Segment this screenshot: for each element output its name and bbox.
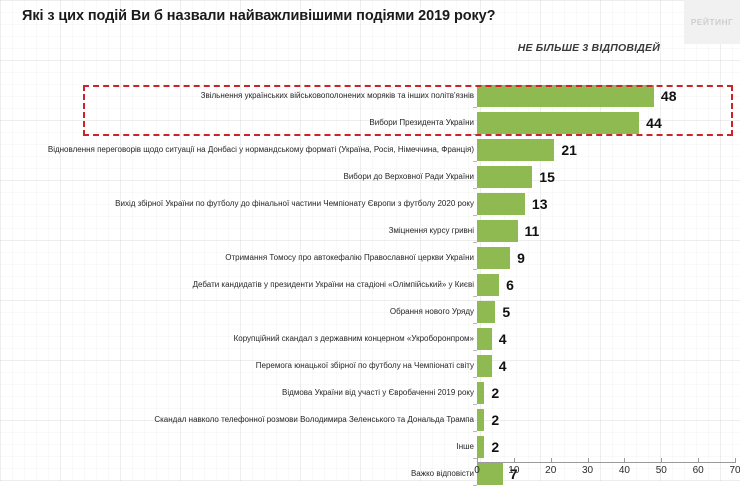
bar-value-label: 15 bbox=[539, 169, 555, 185]
category-tick-mark bbox=[473, 431, 477, 432]
bar-value-label: 6 bbox=[506, 277, 514, 293]
bar-rect bbox=[477, 355, 492, 377]
bar-category-label: Отримання Томосу про автокефалію Правосл… bbox=[225, 253, 474, 262]
bar-row: Вибори до Верховної Ради України 15 bbox=[0, 166, 740, 193]
bar-value-label: 21 bbox=[561, 142, 577, 158]
bar-row: Зміцнення курсу гривні 11 bbox=[0, 220, 740, 247]
x-axis-tick bbox=[513, 458, 515, 463]
bar-value-label: 44 bbox=[646, 115, 662, 131]
bar-rect bbox=[477, 274, 500, 296]
bar-value-label: 9 bbox=[517, 250, 525, 266]
bar-row: Перемога юнацької збірної по футболу на … bbox=[0, 355, 740, 382]
bar-category-label: Скандал навколо телефонної розмови Волод… bbox=[154, 415, 474, 424]
x-axis-tick-label: 70 bbox=[729, 465, 740, 476]
bar-value-label: 2 bbox=[491, 439, 500, 455]
chart-title: Які з цих подій Ви б назвали найважливіш… bbox=[22, 8, 496, 24]
chart-subtitle: НЕ БІЛЬШЕ 3 ВІДПОВІДЕЙ bbox=[517, 42, 660, 54]
bar-row: Відновлення переговорів щодо ситуації на… bbox=[0, 139, 740, 166]
bar-category-label: Відмова України від участі у Євробаченні… bbox=[282, 388, 474, 397]
x-axis-tick bbox=[698, 458, 700, 463]
x-axis-tick-label: 30 bbox=[582, 465, 594, 476]
bar-category-label: Вибори Президента України bbox=[369, 118, 474, 127]
bar-category-label: Звільнення українських військовополонени… bbox=[200, 91, 474, 100]
bar-rect bbox=[477, 112, 640, 134]
bar-row: Вихід збірної України по футболу до фіна… bbox=[0, 193, 740, 220]
x-axis-tick bbox=[477, 458, 478, 463]
rating-logo: РЕЙТИНГ bbox=[684, 0, 740, 44]
bar-category-label: Інше bbox=[456, 442, 474, 451]
bar-value-label: 48 bbox=[660, 88, 677, 104]
bar-category-label: Дебати кандидатів у президенти України н… bbox=[192, 280, 474, 289]
x-axis-tick-label: 40 bbox=[618, 465, 630, 476]
bar-rect bbox=[477, 436, 485, 458]
bar-value-label: 13 bbox=[531, 196, 548, 212]
category-tick-mark bbox=[473, 107, 477, 108]
category-tick-mark bbox=[473, 485, 477, 486]
bar-row: Відмова України від участі у Євробаченні… bbox=[0, 382, 740, 409]
x-axis-tick bbox=[661, 458, 663, 463]
bar-row: Звільнення українських військовополонени… bbox=[0, 85, 740, 112]
bar-rect bbox=[477, 409, 485, 431]
category-tick-mark bbox=[473, 323, 477, 324]
bar-row: Обрання нового Уряду 5 bbox=[0, 301, 740, 328]
category-tick-mark bbox=[473, 458, 477, 459]
bar-rect bbox=[477, 463, 503, 485]
category-tick-mark bbox=[473, 215, 477, 216]
x-axis-tick bbox=[735, 458, 736, 463]
x-axis-tick bbox=[550, 458, 552, 463]
x-axis-tick bbox=[587, 458, 589, 463]
bar-category-label: Обрання нового Уряду bbox=[389, 307, 474, 316]
bar-category-label: Вибори до Верховної Ради України bbox=[343, 172, 475, 181]
bar-value-label: 7 bbox=[509, 466, 518, 482]
bar-rect bbox=[477, 328, 492, 350]
bar-rect bbox=[477, 85, 654, 107]
x-axis-tick-label: 10 bbox=[508, 465, 520, 476]
x-axis-tick-label: 50 bbox=[655, 465, 667, 476]
bar-rect bbox=[477, 301, 496, 323]
bar-row: Скандал навколо телефонної розмови Волод… bbox=[0, 409, 740, 436]
bar-category-label: Відновлення переговорів щодо ситуації на… bbox=[47, 145, 474, 154]
bar-value-label: 2 bbox=[491, 412, 500, 428]
plot-area: Звільнення українських військовополонени… bbox=[0, 85, 740, 486]
category-tick-mark bbox=[473, 134, 477, 135]
bar-category-label: Перемога юнацької збірної по футболу на … bbox=[255, 361, 474, 370]
bar-rect bbox=[477, 193, 525, 215]
category-tick-mark bbox=[473, 269, 477, 270]
x-axis-line bbox=[477, 462, 735, 463]
category-tick-mark bbox=[473, 242, 477, 243]
x-axis-tick-label: 0 bbox=[474, 465, 480, 476]
bar-value-label: 2 bbox=[491, 385, 500, 401]
bar-value-label: 5 bbox=[502, 304, 511, 320]
rating-logo-text: РЕЙТИНГ bbox=[690, 17, 734, 27]
bar-row: Інше 2 bbox=[0, 436, 740, 463]
bar-row: Корупційний скандал з державним концерно… bbox=[0, 328, 740, 355]
bar-rect bbox=[477, 382, 485, 404]
category-tick-mark bbox=[473, 296, 477, 297]
bar-rect bbox=[477, 247, 511, 269]
bar-value-label: 4 bbox=[498, 331, 507, 347]
category-tick-mark bbox=[473, 377, 477, 378]
category-tick-mark bbox=[473, 404, 477, 405]
bar-rect bbox=[477, 139, 555, 161]
x-axis-tick-label: 60 bbox=[692, 465, 704, 476]
bar-row: Отримання Томосу про автокефалію Правосл… bbox=[0, 247, 740, 274]
category-tick-mark bbox=[473, 188, 477, 189]
bar-rect bbox=[477, 220, 518, 242]
bar-row: Дебати кандидатів у президенти України н… bbox=[0, 274, 740, 301]
category-tick-mark bbox=[473, 161, 477, 162]
x-axis-tick bbox=[624, 458, 626, 463]
bar-row: Вибори Президента України 44 bbox=[0, 112, 740, 139]
bar-value-label: 4 bbox=[498, 358, 507, 374]
category-tick-mark bbox=[473, 350, 477, 351]
bar-category-label: Зміцнення курсу гривні bbox=[388, 226, 474, 235]
bar-category-label: Корупційний скандал з державним концерно… bbox=[233, 334, 474, 343]
bar-category-label: Важко відповісти bbox=[410, 469, 474, 478]
bar-category-label: Вихід збірної України по футболу до фіна… bbox=[115, 199, 474, 208]
bar-rect bbox=[477, 166, 533, 188]
x-axis-tick-label: 20 bbox=[545, 465, 557, 476]
bar-value-label: 11 bbox=[524, 223, 540, 239]
